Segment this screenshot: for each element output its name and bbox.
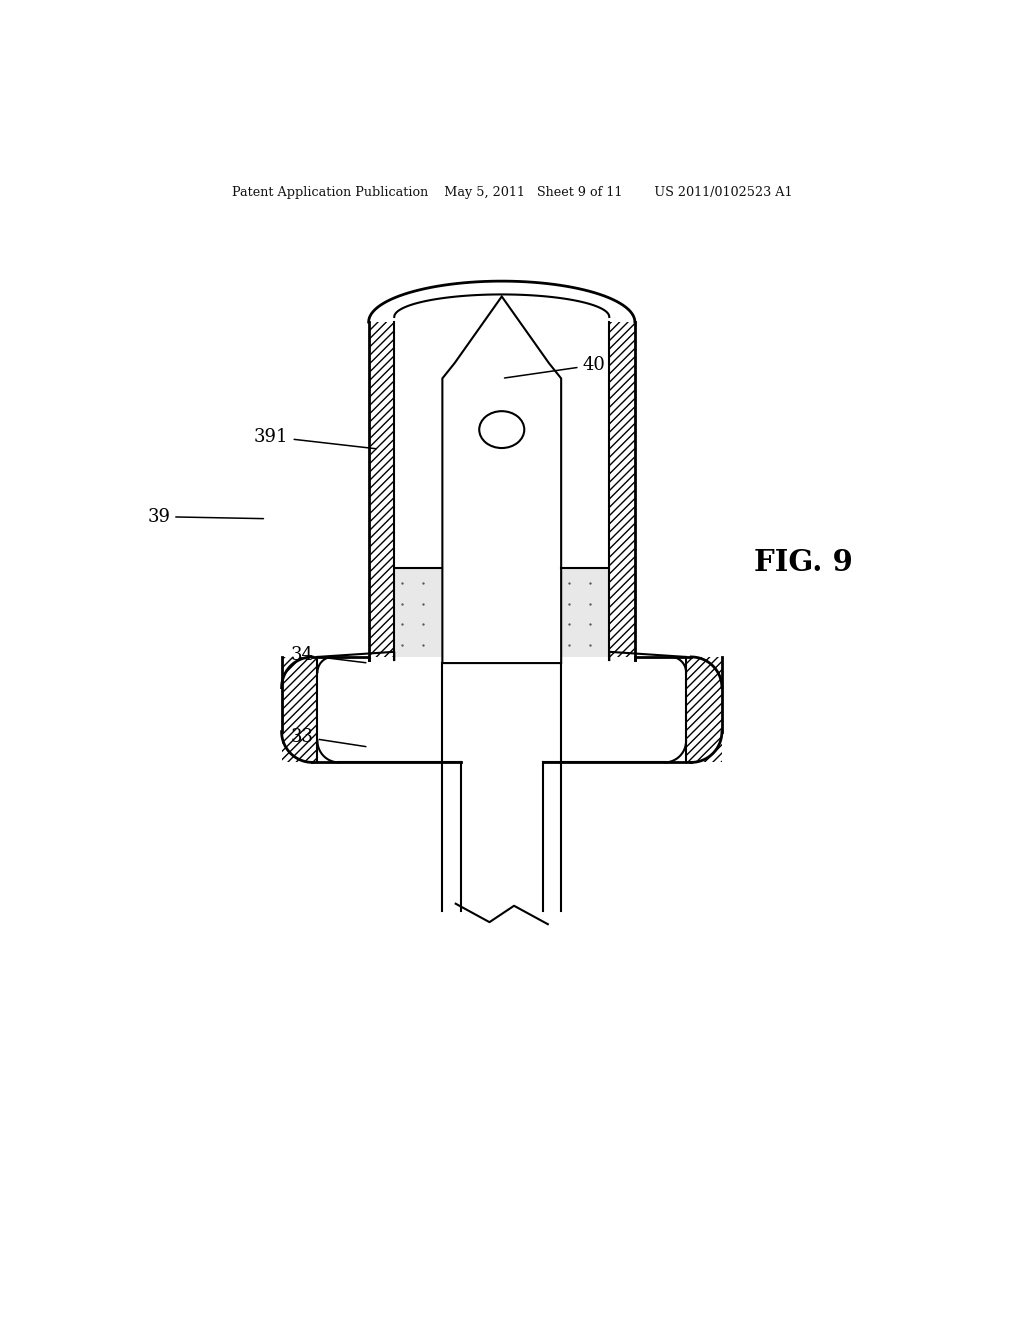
Bar xyxy=(609,322,635,660)
Text: 34: 34 xyxy=(291,645,366,664)
Bar xyxy=(686,731,722,763)
Bar xyxy=(686,731,722,763)
Bar xyxy=(686,657,722,731)
Bar xyxy=(369,322,394,660)
Text: FIG. 9: FIG. 9 xyxy=(755,548,853,577)
Bar xyxy=(609,322,635,660)
Polygon shape xyxy=(442,297,561,663)
Bar xyxy=(394,568,442,759)
Bar xyxy=(394,322,609,660)
Bar xyxy=(282,731,317,763)
Bar xyxy=(282,657,722,763)
Text: 33: 33 xyxy=(291,727,366,747)
Bar xyxy=(282,657,317,731)
Bar xyxy=(369,322,394,660)
Bar xyxy=(282,731,317,763)
Text: 40: 40 xyxy=(505,356,605,378)
Text: Patent Application Publication    May 5, 2011   Sheet 9 of 11        US 2011/010: Patent Application Publication May 5, 20… xyxy=(231,186,793,198)
Text: 39: 39 xyxy=(147,508,263,525)
Bar xyxy=(686,657,722,731)
Bar xyxy=(282,657,317,731)
Text: 391: 391 xyxy=(254,428,376,449)
Bar xyxy=(561,568,609,759)
